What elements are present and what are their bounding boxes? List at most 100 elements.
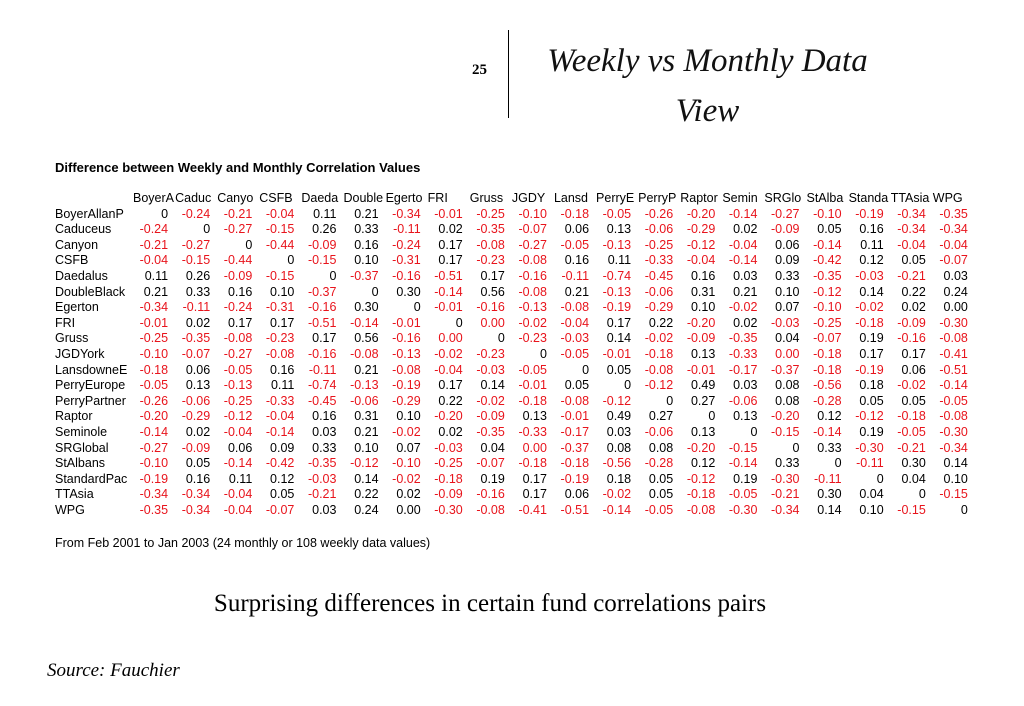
table-cell: -0.30	[728, 502, 758, 517]
table-cell: -0.23	[476, 253, 505, 268]
table-cell: 0.17	[438, 378, 463, 393]
table-cell: -0.34	[939, 222, 968, 237]
table-cell: -0.33	[518, 424, 547, 439]
table-cell: 0.00	[522, 440, 547, 455]
table-cell: 0.21	[354, 424, 379, 439]
table-cell: -0.10	[392, 456, 421, 471]
table-cell: -0.41	[939, 346, 968, 361]
table-cell: -0.14	[813, 424, 842, 439]
table-cell: -0.34	[939, 440, 968, 455]
table-cell: -0.08	[265, 346, 295, 361]
table-cell: -0.16	[307, 300, 337, 315]
table-cell: -0.41	[518, 502, 547, 517]
table-cell: 0.06	[775, 237, 800, 252]
table-cell: 0.17	[522, 487, 547, 502]
table-cell: -0.23	[265, 331, 295, 346]
table-cell: -0.35	[476, 424, 505, 439]
table-cell: -0.05	[139, 378, 169, 393]
table-cell: -0.08	[392, 362, 421, 377]
table-cell: -0.16	[392, 331, 421, 346]
table-cell: -0.05	[602, 206, 632, 221]
table-cell: 0.19	[733, 471, 758, 486]
table-cell: 0.17	[480, 268, 505, 283]
table-cell: -0.20	[771, 409, 800, 424]
table-cell: 0.11	[144, 268, 169, 283]
table-cell: 0.10	[859, 502, 884, 517]
table-cell: -0.02	[728, 300, 758, 315]
table-cell: 0.14	[354, 471, 379, 486]
table-cell: 0.06	[564, 222, 590, 237]
table-cell: -0.05	[223, 362, 253, 377]
header-row: BoyerA Caduc Canyo CSFB Daeda Double Egerto FRI…	[55, 191, 974, 207]
table-cell: -0.03	[855, 268, 884, 283]
table-cell: 0.10	[354, 440, 379, 455]
table-cell: 0.00	[943, 300, 968, 315]
table-row: PerryEurope -0.05 0.13 -0.13 0.11 -0.74 -0.13-…	[55, 378, 974, 394]
table-row: TTAsia -0.34 -0.34 -0.04 0.05 -0.21 0.22 0.02 -0…	[55, 487, 974, 503]
column-header: TTAsia	[890, 191, 930, 205]
table-cell: -0.25	[139, 331, 169, 346]
column-header: Semin	[722, 191, 758, 205]
table-cell: 0.33	[354, 222, 379, 237]
table-row: PerryPartner -0.26 -0.06 -0.25 -0.33 -0.45 -0.…	[55, 394, 974, 410]
table-cell: -0.35	[728, 331, 758, 346]
table-cell: -0.02	[602, 487, 632, 502]
table-cell: -0.19	[602, 300, 632, 315]
table-cell: -0.16	[897, 331, 926, 346]
table-cell: -0.10	[518, 206, 547, 221]
row-label: Raptor	[55, 409, 93, 424]
table-cell: -0.14	[939, 378, 968, 393]
table-cell: 0.14	[943, 456, 968, 471]
column-header: Daeda	[301, 191, 339, 205]
table-cell: 0.16	[564, 253, 590, 268]
table-cell: -0.09	[476, 409, 505, 424]
table-row: CSFB -0.04 -0.15 -0.44 0 -0.15 0.10 -0.31 0.17 -0…	[55, 253, 974, 269]
table-cell: -0.13	[518, 300, 547, 315]
table-cell: 0.13	[690, 346, 716, 361]
table-cell: -0.18	[560, 206, 590, 221]
table-cell: 0.22	[438, 393, 463, 408]
table-cell: 0.27	[690, 393, 716, 408]
table-cell: -0.09	[897, 315, 926, 330]
table-cell: -0.06	[181, 393, 211, 408]
table-cell: 0.17	[438, 253, 463, 268]
table-cell: -0.37	[307, 284, 337, 299]
table-cell: -0.13	[223, 378, 253, 393]
table-cell: -0.25	[223, 393, 253, 408]
table-cell: 0.04	[859, 487, 884, 502]
table-cell: -0.15	[939, 487, 968, 502]
table-cell: -0.30	[939, 424, 968, 439]
table-cell: -0.05	[939, 393, 968, 408]
table-cell: 0.17	[438, 237, 463, 252]
table-cell: -0.20	[434, 409, 463, 424]
table-cell: 0	[750, 424, 758, 439]
table-cell: 0.56	[480, 284, 505, 299]
column-header: StAlba	[806, 191, 844, 205]
table-cell: -0.09	[181, 440, 211, 455]
table-cell: 0.17	[270, 315, 295, 330]
table-cell: -0.23	[518, 331, 547, 346]
table-cell: 0.14	[480, 378, 505, 393]
table-cell: -0.20	[686, 440, 716, 455]
table-cell: 0	[960, 502, 968, 517]
table-cell: -0.01	[686, 362, 716, 377]
table-cell: -0.01	[518, 378, 547, 393]
table-cell: -0.34	[392, 206, 421, 221]
table-cell: -0.15	[728, 440, 758, 455]
table-cell: 0.05	[648, 487, 674, 502]
table-cell: -0.04	[223, 487, 253, 502]
table-cell: -0.23	[476, 346, 505, 361]
table-cell: -0.12	[602, 393, 632, 408]
table-cell: -0.11	[182, 300, 211, 315]
table-cell: -0.15	[897, 502, 926, 517]
table-cell: -0.07	[939, 253, 968, 268]
table-cell: -0.14	[728, 456, 758, 471]
table-cell: 0.21	[143, 284, 169, 299]
table-cell: 0.11	[860, 237, 884, 252]
table-cell: -0.07	[265, 502, 295, 517]
table-cell: -0.14	[350, 315, 379, 330]
table-cell: -0.05	[644, 502, 674, 517]
table-cell: -0.20	[686, 315, 716, 330]
table-cell: 0.33	[817, 440, 842, 455]
table-cell: -0.06	[350, 393, 379, 408]
